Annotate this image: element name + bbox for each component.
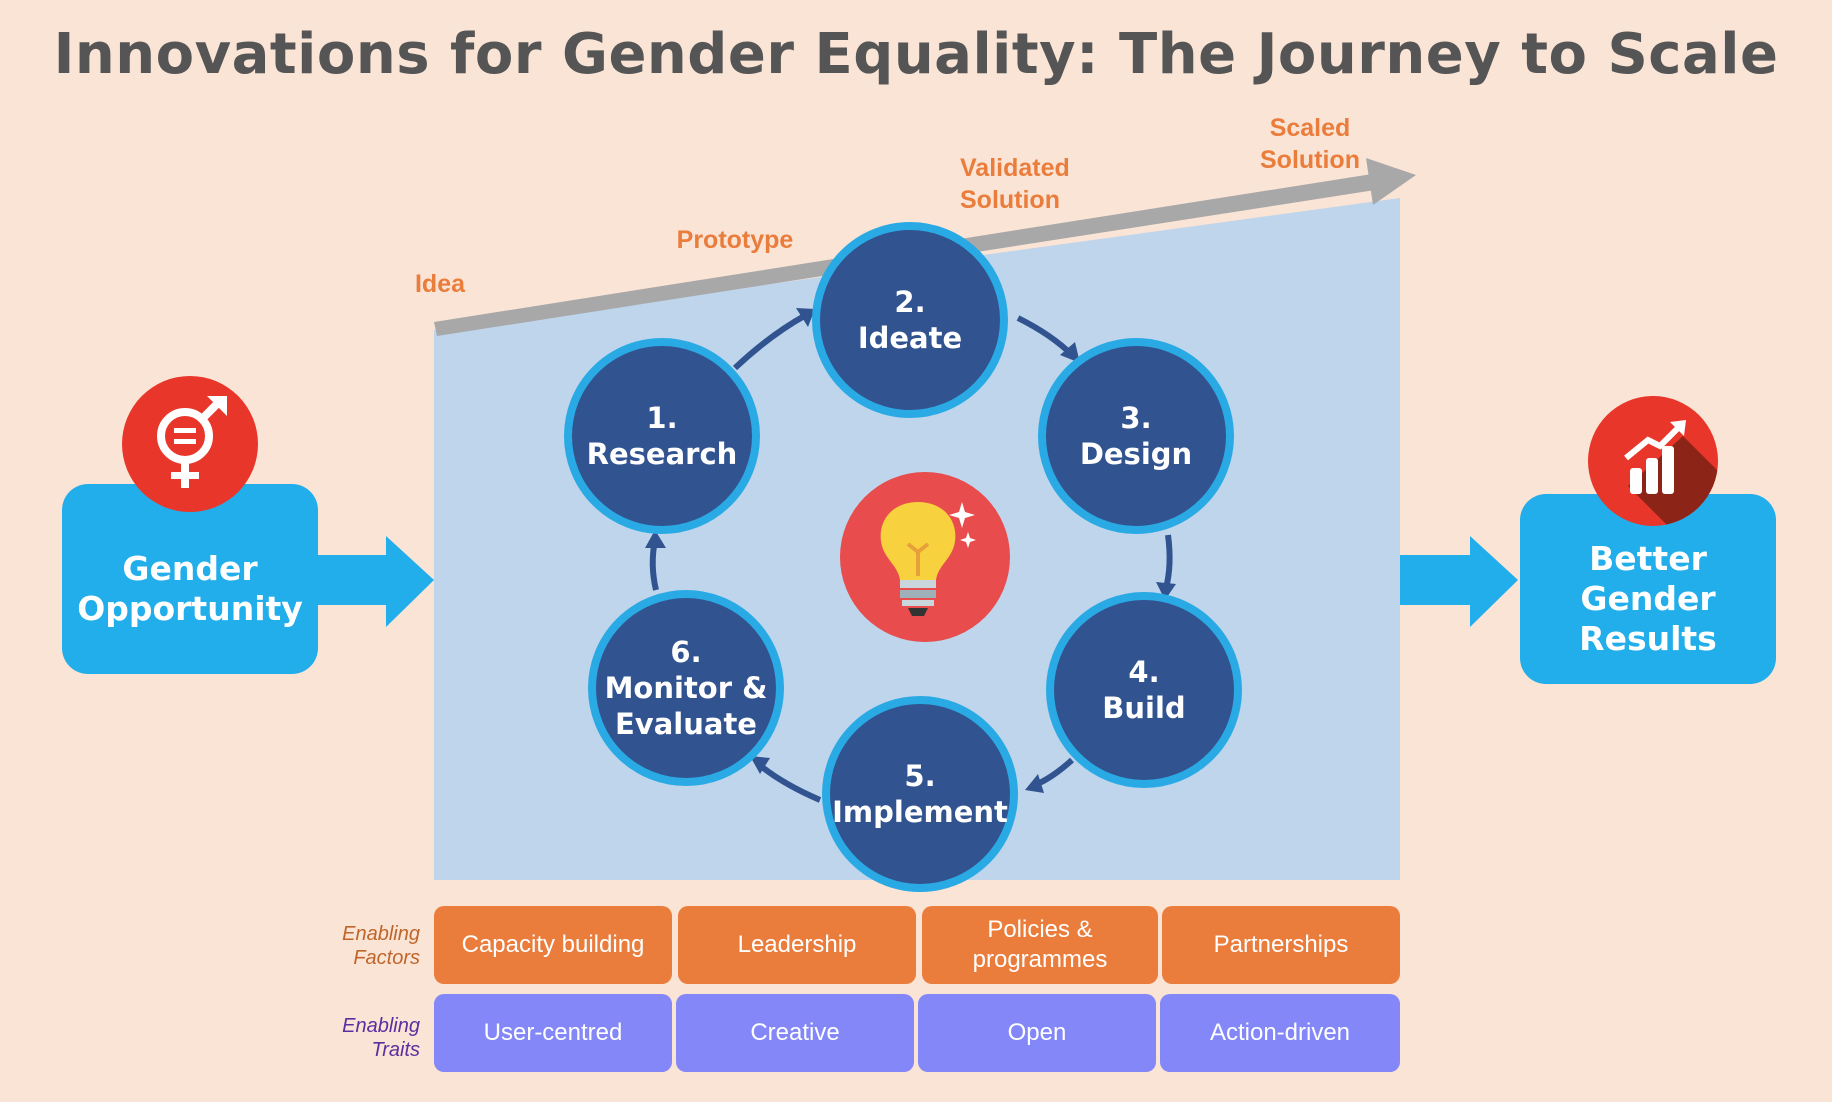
gender-equality-icon [122,376,258,512]
step-build: 4. Build [1046,592,1242,788]
trait-open: Open [918,994,1156,1072]
factor-partnerships: Partnerships [1162,906,1400,984]
bar-chart-growth-icon [1588,396,1718,526]
step-implement: 5. Implement [822,696,1018,892]
gender-opportunity-box: Gender Opportunity [62,484,318,674]
stage-label-validated: Validated Solution [960,154,1070,214]
lightbulb-icon [840,472,1010,642]
trait-action-driven: Action-driven [1160,994,1400,1072]
trait-user-centred: User-centred [434,994,672,1072]
enabling-factors-label: Enabling Factors [342,923,420,969]
stage-label-scaled: Scaled Solution [1260,114,1360,174]
factor-leadership: Leadership [678,906,916,984]
gender-opportunity-label: Gender Opportunity [77,549,303,628]
step-ideate: 2. Ideate [812,222,1008,418]
factor-capacity-building: Capacity building [434,906,672,984]
stage-label-prototype: Prototype [676,226,794,254]
better-gender-results-box: Better Gender Results [1520,494,1776,684]
enabling-traits-label: Enabling Traits [342,1015,420,1061]
trait-creative: Creative [676,994,914,1072]
stage-label-idea: Idea [414,270,466,298]
step-research: 1. Research [564,338,760,534]
factor-policies-programmes: Policies & programmes [922,906,1158,984]
better-gender-results-label: Better Gender Results [1579,539,1717,658]
page-title: Innovations for Gender Equality: The Jou… [53,22,1779,87]
step-design: 3. Design [1038,338,1234,534]
step-monitor-evaluate: 6. Monitor & Evaluate [588,590,784,786]
